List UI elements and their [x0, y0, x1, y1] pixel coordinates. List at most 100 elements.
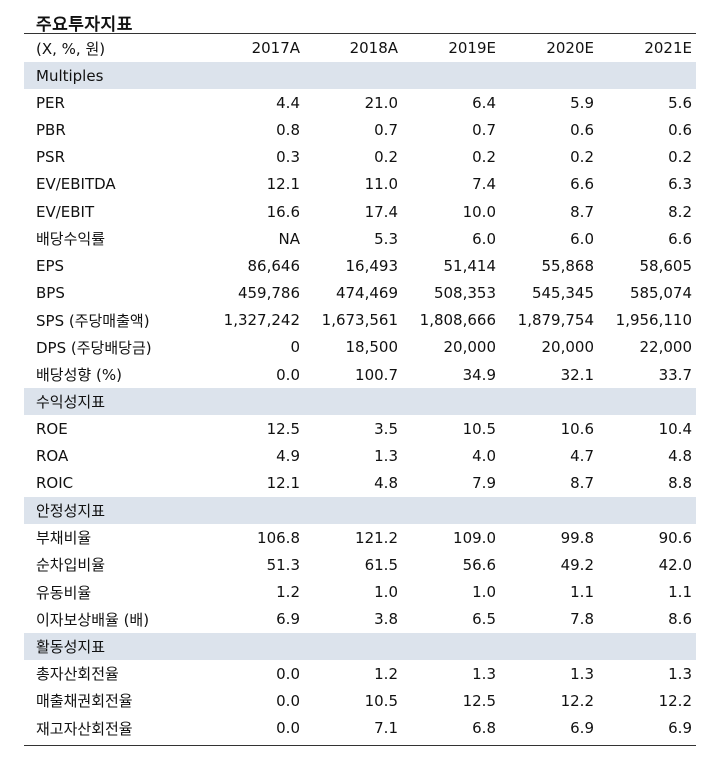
table-cell: 16,493 — [345, 256, 399, 275]
table-cell: 12.2 — [560, 691, 594, 710]
row-label: ROA — [36, 447, 69, 466]
table-cell: NA — [278, 229, 300, 248]
row-label: EV/EBITDA — [36, 175, 116, 194]
table-cell: 6.8 — [472, 719, 496, 738]
section-header: 안정성지표 — [24, 497, 696, 525]
table-cell: 7.9 — [472, 474, 496, 493]
table-cell: 7.4 — [472, 175, 496, 194]
table-cell: 6.6 — [570, 175, 594, 194]
table-cell: 0.8 — [276, 120, 300, 139]
row-label: ROIC — [36, 474, 74, 493]
table-cell: 1.2 — [374, 664, 398, 683]
table-row: ROA 4.9 1.3 4.0 4.7 4.8 — [24, 443, 696, 470]
table-cell: 0.2 — [374, 148, 398, 167]
table-cell: 0.2 — [472, 148, 496, 167]
table-cell: 33.7 — [658, 365, 692, 384]
table-row: ROE 12.5 3.5 10.5 10.6 10.4 — [24, 415, 696, 442]
table-cell: 0.0 — [276, 719, 300, 738]
table-cell: 10.5 — [462, 420, 496, 439]
row-label: PSR — [36, 148, 65, 167]
table-cell: 10.5 — [364, 691, 398, 710]
table-cell: 6.9 — [668, 719, 692, 738]
table-cell: 12.5 — [462, 691, 496, 710]
table-row: PER 4.4 21.0 6.4 5.9 5.6 — [24, 89, 696, 116]
table-cell: 4.7 — [570, 447, 594, 466]
table-cell: 6.5 — [472, 610, 496, 629]
table-row: 배당성향 (%) 0.0 100.7 34.9 32.1 33.7 — [24, 361, 696, 388]
section-title: 수익성지표 — [36, 393, 106, 412]
unit-label: (X, %, 원) — [36, 39, 106, 58]
table-cell: 1,673,561 — [321, 311, 398, 330]
table-cell: 42.0 — [658, 555, 692, 574]
table-cell: 12.5 — [266, 420, 300, 439]
table-row: DPS (주당배당금) 0 18,500 20,000 20,000 22,000 — [24, 334, 696, 361]
table-cell: 0.2 — [668, 148, 692, 167]
table-cell: 7.8 — [570, 610, 594, 629]
table-row: 이자보상배율 (배) 6.9 3.8 6.5 7.8 8.6 — [24, 606, 696, 633]
table-row: 매출채권회전율 0.0 10.5 12.5 12.2 12.2 — [24, 687, 696, 714]
table-cell: 5.9 — [570, 93, 594, 112]
table-cell: 4.9 — [276, 447, 300, 466]
table-cell: 4.4 — [276, 93, 300, 112]
table-cell: 11.0 — [364, 175, 398, 194]
table-cell: 3.8 — [374, 610, 398, 629]
year-header: 2017A — [251, 39, 300, 57]
table-cell: 20,000 — [541, 338, 595, 357]
table-cell: 6.3 — [668, 175, 692, 194]
table-cell: 1.1 — [570, 583, 594, 602]
year-header: 2021E — [644, 39, 692, 57]
table-row: BPS 459,786 474,469 508,353 545,345 585,074 — [24, 280, 696, 307]
table-cell: 90.6 — [658, 528, 692, 547]
table-cell: 0.0 — [276, 664, 300, 683]
section-title: 안정성지표 — [36, 502, 106, 521]
table-cell: 0.6 — [570, 120, 594, 139]
bottom-rule — [24, 745, 696, 746]
row-label: 배당수익률 — [36, 230, 106, 249]
table-row: ROIC 12.1 4.8 7.9 8.7 8.8 — [24, 470, 696, 497]
table-row: PBR 0.8 0.7 0.7 0.6 0.6 — [24, 116, 696, 143]
row-label: 순차입비율 — [36, 556, 106, 575]
row-label: 유동비율 — [36, 583, 92, 602]
table-cell: 10.0 — [462, 202, 496, 221]
row-label: ROE — [36, 420, 68, 439]
row-label: DPS (주당배당금) — [36, 338, 152, 357]
table-header: (X, %, 원) 2017A 2018A 2019E 2020E 2021E — [24, 33, 696, 63]
year-header: 2019E — [448, 39, 496, 57]
table-cell: 1,956,110 — [615, 311, 692, 330]
section-title: 활동성지표 — [36, 638, 106, 657]
table-cell: 6.9 — [570, 719, 594, 738]
table-cell: 1.0 — [472, 583, 496, 602]
table-cell: 8.7 — [570, 474, 594, 493]
row-label: EV/EBIT — [36, 202, 95, 221]
table-cell: 0 — [290, 338, 300, 357]
row-label: 부채비율 — [36, 529, 92, 548]
row-label: PER — [36, 93, 65, 112]
table-cell: 1.3 — [374, 447, 398, 466]
table-cell: 86,646 — [247, 256, 301, 275]
table-cell: 0.6 — [668, 120, 692, 139]
row-label: SPS (주당매출액) — [36, 311, 150, 330]
table-row: 재고자산회전율 0.0 7.1 6.8 6.9 6.9 — [24, 715, 696, 742]
table-row: SPS (주당매출액) 1,327,242 1,673,561 1,808,666 1,… — [24, 307, 696, 334]
table-cell: 1.3 — [570, 664, 594, 683]
table-cell: 1.1 — [668, 583, 692, 602]
row-label: BPS — [36, 284, 65, 303]
table-cell: 0.0 — [276, 365, 300, 384]
table-row: EV/EBITDA 12.1 11.0 7.4 6.6 6.3 — [24, 171, 696, 198]
table-cell: 6.6 — [668, 229, 692, 248]
table-cell: 99.8 — [560, 528, 594, 547]
table-cell: 12.1 — [266, 474, 300, 493]
table-cell: 6.9 — [276, 610, 300, 629]
table-cell: 12.1 — [266, 175, 300, 194]
row-label: EPS — [36, 256, 65, 275]
section-header: Multiples — [24, 62, 696, 90]
table-cell: 4.0 — [472, 447, 496, 466]
row-label: 배당성향 (%) — [36, 366, 122, 385]
table-body: Multiples PER 4.4 21.0 6.4 5.9 5.6 PBR 0.8 0.7 0.7… — [24, 62, 696, 742]
table-cell: 474,469 — [335, 284, 398, 303]
table-cell: 8.8 — [668, 474, 692, 493]
table-row: 총자산회전율 0.0 1.2 1.3 1.3 1.3 — [24, 660, 696, 687]
table-cell: 21.0 — [364, 93, 398, 112]
table-row: PSR 0.3 0.2 0.2 0.2 0.2 — [24, 144, 696, 171]
